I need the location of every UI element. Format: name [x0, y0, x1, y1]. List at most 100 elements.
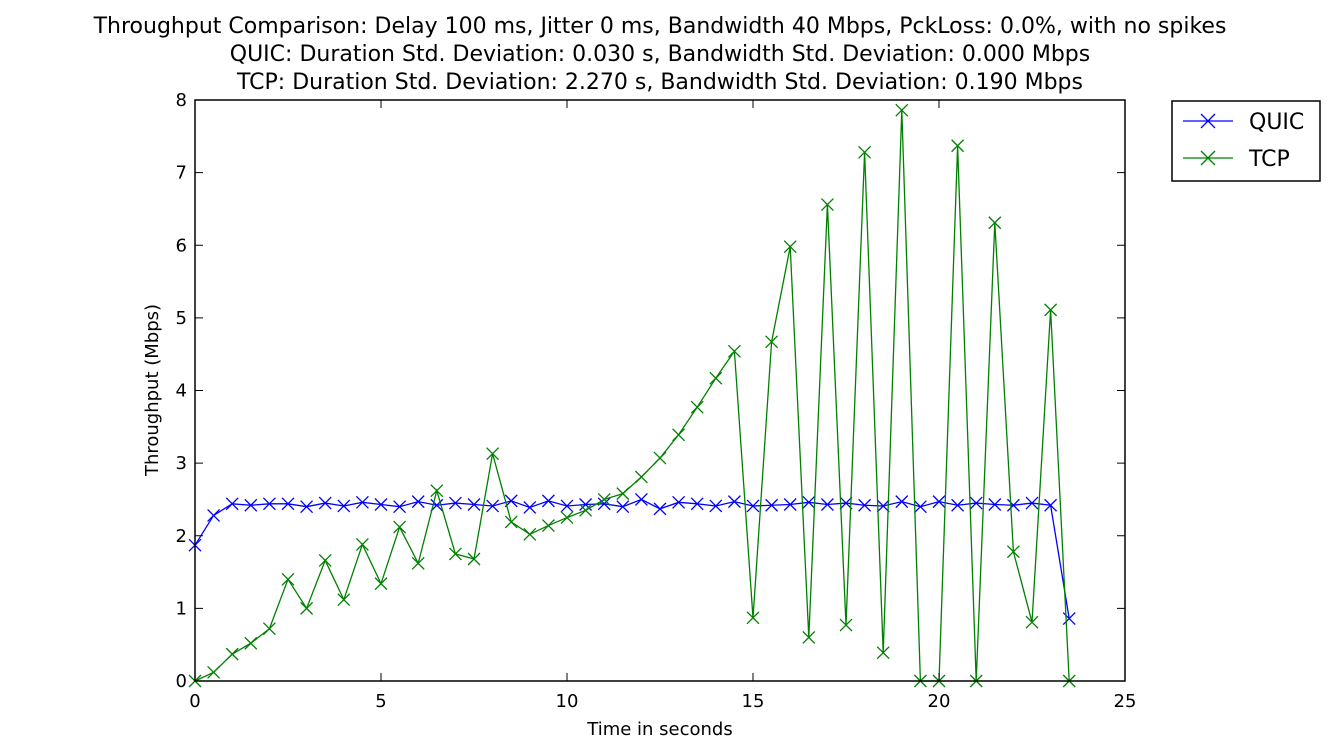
x-tick-label: 5 [375, 691, 386, 712]
legend-label: QUIC [1249, 110, 1304, 135]
data-point [951, 139, 965, 153]
data-point [634, 492, 648, 506]
data-point [802, 495, 816, 509]
x-tick-label: 10 [556, 691, 579, 712]
data-point [1006, 545, 1020, 559]
data-point [262, 622, 276, 636]
data-point [597, 497, 611, 511]
data-point [672, 495, 686, 509]
data-point [393, 500, 407, 514]
data-point [318, 496, 332, 510]
data-point [727, 344, 741, 358]
data-point [634, 470, 648, 484]
data-point [969, 496, 983, 510]
data-point [932, 495, 946, 509]
legend-item-tcp: TCP [1183, 147, 1290, 172]
plot-area-frame [194, 99, 1126, 682]
y-axis-label: Throughput (Mbps) [142, 304, 163, 477]
data-point [374, 498, 388, 511]
data-point [486, 499, 500, 513]
data-point [430, 484, 444, 498]
data-point [281, 497, 295, 511]
data-point [467, 498, 481, 511]
data-point [411, 495, 425, 509]
y-tick-label: 4 [176, 381, 187, 402]
data-point [448, 496, 462, 510]
data-point [765, 335, 779, 349]
title-line-2: QUIC: Duration Std. Deviation: 0.030 s, … [230, 42, 1090, 67]
data-point [541, 494, 555, 508]
data-point [653, 502, 667, 516]
data-point [448, 547, 462, 561]
x-tick-label: 20 [928, 691, 951, 712]
data-point [988, 498, 1002, 511]
data-point [300, 601, 314, 615]
title-line-3: TCP: Duration Std. Deviation: 2.270 s, B… [236, 70, 1083, 95]
data-point [262, 497, 276, 511]
legend: QUIC TCP [1171, 100, 1321, 182]
x-tick-label: 0 [189, 691, 200, 712]
legend-marker [1200, 150, 1216, 166]
data-point [244, 498, 258, 512]
legend-item-quic: QUIC [1183, 110, 1304, 135]
series-line-tcp [194, 110, 1070, 682]
data-point [709, 371, 723, 385]
data-point [318, 553, 332, 567]
chart-title: Throughput Comparison: Delay 100 ms, Jit… [93, 14, 1227, 95]
y-tick-label: 8 [176, 90, 187, 111]
data-point [858, 145, 872, 159]
data-point [988, 216, 1002, 230]
y-tick-label: 7 [176, 163, 187, 184]
data-point [783, 240, 797, 254]
data-point [895, 103, 909, 117]
data-point [653, 451, 667, 465]
x-tick-labels: 0 5 10 15 20 25 [189, 691, 1136, 712]
data-point [504, 515, 518, 529]
axis-ticks [194, 99, 1126, 682]
data-point [374, 577, 388, 591]
data-point [616, 500, 630, 514]
y-tick-label: 0 [176, 671, 187, 692]
data-point [411, 556, 425, 570]
data-point [1062, 612, 1076, 626]
y-tick-label: 1 [176, 598, 187, 619]
data-point [523, 500, 537, 514]
x-tick-label: 25 [1114, 691, 1137, 712]
y-tick-labels: 0 1 2 3 4 5 6 7 8 [176, 90, 187, 692]
title-line-1: Throughput Comparison: Delay 100 ms, Jit… [93, 14, 1227, 39]
data-point [690, 400, 704, 414]
data-point [616, 487, 630, 501]
y-tick-label: 3 [176, 453, 187, 474]
data-point [858, 498, 872, 512]
data-point [300, 500, 314, 514]
data-point [560, 499, 574, 513]
data-point [1025, 615, 1039, 629]
data-point [467, 552, 481, 566]
data-point [225, 647, 239, 661]
data-point [690, 497, 704, 511]
y-tick-label: 5 [176, 308, 187, 329]
data-point [672, 428, 686, 442]
data-point [820, 498, 834, 511]
data-point [207, 665, 221, 679]
data-point [1006, 498, 1020, 512]
data-point [746, 499, 760, 513]
data-point [355, 538, 369, 551]
data-point [486, 447, 500, 461]
series-layer [188, 103, 1076, 688]
data-point [746, 611, 760, 625]
data-point [727, 495, 741, 509]
data-point [281, 572, 295, 586]
data-point [1044, 498, 1058, 512]
legend-marker [1200, 113, 1216, 129]
data-point [337, 593, 351, 607]
data-point [541, 519, 555, 533]
data-point [337, 499, 351, 513]
data-point [1044, 303, 1058, 317]
legend-box [1171, 100, 1321, 182]
data-point [820, 198, 834, 212]
data-point [951, 498, 965, 512]
y-tick-label: 2 [176, 526, 187, 547]
data-point [913, 500, 927, 514]
